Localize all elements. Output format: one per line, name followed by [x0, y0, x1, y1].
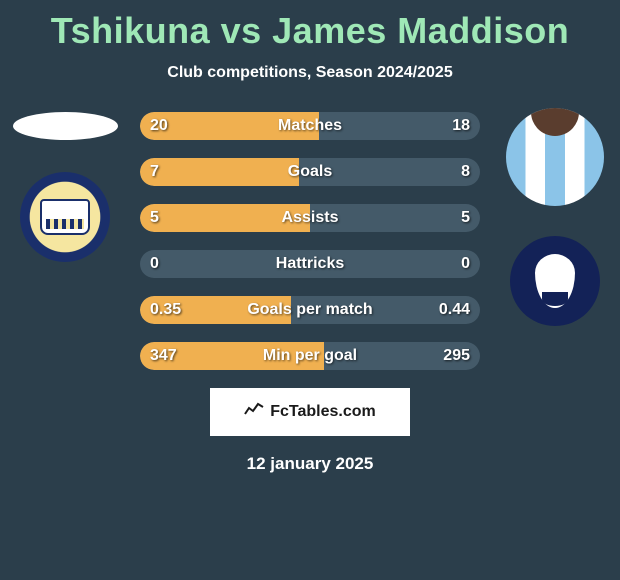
- stat-label: Goals: [288, 163, 332, 181]
- tamworth-badge-icon: [20, 172, 110, 262]
- stat-row: 7 Goals 8: [140, 158, 480, 186]
- stat-value-right: 8: [461, 163, 470, 181]
- stat-row: 0 Hattricks 0: [140, 250, 480, 278]
- subtitle: Club competitions, Season 2024/2025: [0, 64, 620, 82]
- stat-value-left: 0.35: [150, 301, 181, 319]
- stat-label: Goals per match: [247, 301, 372, 319]
- chart-icon: [244, 402, 264, 423]
- stat-value-left: 347: [150, 347, 177, 365]
- stat-value-right: 295: [443, 347, 470, 365]
- stat-value-right: 0.44: [439, 301, 470, 319]
- stat-value-left: 0: [150, 255, 159, 273]
- left-player-column: [10, 112, 120, 262]
- player-right-photo: [506, 108, 604, 206]
- footer-brand-text: FcTables.com: [270, 403, 376, 421]
- stat-label: Hattricks: [276, 255, 344, 273]
- stat-label: Assists: [282, 209, 339, 227]
- stats-area: 20 Matches 18 7 Goals 8 5 Assists 5 0 Hattricks 0 0.…: [0, 112, 620, 370]
- stat-label: Min per goal: [263, 347, 357, 365]
- tamworth-shield-icon: [40, 199, 90, 235]
- stat-label: Matches: [278, 117, 342, 135]
- stat-row: 5 Assists 5: [140, 204, 480, 232]
- stat-bars: 20 Matches 18 7 Goals 8 5 Assists 5 0 Hattricks 0 0.…: [140, 112, 480, 370]
- footer-date: 12 january 2025: [0, 454, 620, 474]
- right-player-column: [500, 112, 610, 326]
- tottenham-cockerel-icon: [535, 254, 575, 308]
- stat-row: 20 Matches 18: [140, 112, 480, 140]
- stat-row: 347 Min per goal 295: [140, 342, 480, 370]
- stat-value-left: 7: [150, 163, 159, 181]
- page-title: Tshikuna vs James Maddison: [0, 0, 620, 52]
- stat-row: 0.35 Goals per match 0.44: [140, 296, 480, 324]
- stat-value-right: 0: [461, 255, 470, 273]
- bar-left-fill: [140, 158, 299, 186]
- player-left-photo-placeholder: [13, 112, 118, 140]
- stat-value-right: 5: [461, 209, 470, 227]
- fctables-logo: FcTables.com: [210, 388, 410, 436]
- stat-value-right: 18: [452, 117, 470, 135]
- stat-value-left: 20: [150, 117, 168, 135]
- stat-value-left: 5: [150, 209, 159, 227]
- tottenham-badge-icon: [510, 236, 600, 326]
